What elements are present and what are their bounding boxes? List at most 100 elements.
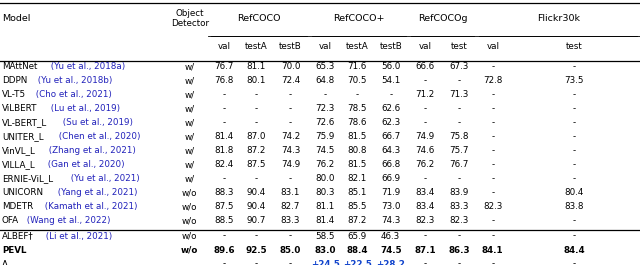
Text: 64.8: 64.8 [316, 76, 335, 85]
Text: ERNIE-ViL_L: ERNIE-ViL_L [2, 174, 53, 183]
Text: -: - [424, 174, 426, 183]
Text: w/: w/ [185, 132, 195, 142]
Text: 66.8: 66.8 [381, 160, 401, 169]
Text: 62.3: 62.3 [381, 118, 401, 127]
Text: 84.1: 84.1 [482, 246, 504, 255]
Text: -: - [289, 174, 292, 183]
Text: 74.6: 74.6 [415, 146, 435, 155]
Text: -: - [492, 132, 494, 142]
Text: 66.7: 66.7 [381, 132, 401, 142]
Text: 83.8: 83.8 [564, 202, 584, 211]
Text: (Cho et al., 2021): (Cho et al., 2021) [33, 90, 112, 99]
Text: (Zhang et al., 2021): (Zhang et al., 2021) [45, 146, 136, 155]
Text: w/o: w/o [182, 188, 198, 197]
Text: -: - [573, 232, 576, 241]
Text: 74.5: 74.5 [380, 246, 401, 255]
Text: -: - [424, 104, 426, 113]
Text: 71.3: 71.3 [449, 90, 469, 99]
Text: 82.1: 82.1 [348, 174, 367, 183]
Text: 85.5: 85.5 [348, 202, 367, 211]
Text: 54.1: 54.1 [381, 76, 401, 85]
Text: 74.9: 74.9 [281, 160, 300, 169]
Text: 87.0: 87.0 [246, 132, 266, 142]
Text: (Chen et al., 2020): (Chen et al., 2020) [56, 132, 140, 142]
Text: +28.2: +28.2 [376, 260, 405, 265]
Text: -: - [223, 232, 225, 241]
Text: VILLA_L: VILLA_L [2, 160, 36, 169]
Text: 86.3: 86.3 [449, 246, 470, 255]
Text: (Kamath et al., 2021): (Kamath et al., 2021) [42, 202, 138, 211]
Text: RefCOCO: RefCOCO [237, 14, 280, 23]
Text: +22.5: +22.5 [342, 260, 372, 265]
Text: test: test [451, 42, 468, 51]
Text: testB: testB [380, 42, 402, 51]
Text: -: - [223, 118, 225, 127]
Text: -: - [324, 90, 326, 99]
Text: 83.3: 83.3 [449, 202, 469, 211]
Text: -: - [458, 104, 461, 113]
Text: PEVL: PEVL [2, 246, 26, 255]
Text: w/: w/ [185, 76, 195, 85]
Text: -: - [255, 232, 257, 241]
Text: -: - [255, 104, 257, 113]
Text: 87.2: 87.2 [246, 146, 266, 155]
Text: 82.4: 82.4 [214, 160, 234, 169]
Text: 66.6: 66.6 [415, 62, 435, 71]
Text: -: - [424, 76, 426, 85]
Text: 74.2: 74.2 [281, 132, 300, 142]
Text: 83.3: 83.3 [281, 217, 300, 226]
Text: 85.0: 85.0 [280, 246, 301, 255]
Text: -: - [573, 90, 576, 99]
Text: VinVL_L: VinVL_L [2, 146, 36, 155]
Text: 80.3: 80.3 [316, 188, 335, 197]
Text: -: - [573, 174, 576, 183]
Text: 87.5: 87.5 [246, 160, 266, 169]
Text: w/: w/ [185, 160, 195, 169]
Text: (Yang et al., 2021): (Yang et al., 2021) [55, 188, 138, 197]
Text: 82.3: 82.3 [483, 202, 502, 211]
Text: w/: w/ [185, 90, 195, 99]
Text: -: - [289, 232, 292, 241]
Text: 65.3: 65.3 [316, 62, 335, 71]
Text: 87.1: 87.1 [414, 246, 436, 255]
Text: -: - [424, 232, 426, 241]
Text: -: - [492, 160, 494, 169]
Text: test: test [566, 42, 583, 51]
Text: 71.2: 71.2 [415, 90, 435, 99]
Text: (Lu et al., 2019): (Lu et al., 2019) [48, 104, 120, 113]
Text: w/: w/ [185, 62, 195, 71]
Text: (Yu et al., 2018a): (Yu et al., 2018a) [47, 62, 125, 71]
Text: -: - [492, 217, 494, 226]
Text: 80.0: 80.0 [316, 174, 335, 183]
Text: -: - [573, 260, 576, 265]
Text: 81.4: 81.4 [316, 217, 335, 226]
Text: 81.5: 81.5 [348, 132, 367, 142]
Text: val: val [218, 42, 230, 51]
Text: val: val [486, 42, 499, 51]
Text: -: - [492, 62, 494, 71]
Text: (Su et al., 2019): (Su et al., 2019) [60, 118, 133, 127]
Text: w/: w/ [185, 118, 195, 127]
Text: -: - [458, 118, 461, 127]
Text: 74.3: 74.3 [281, 146, 300, 155]
Text: 71.6: 71.6 [348, 62, 367, 71]
Text: 82.3: 82.3 [415, 217, 435, 226]
Text: -: - [389, 90, 392, 99]
Text: 73.5: 73.5 [564, 76, 584, 85]
Text: -: - [424, 260, 426, 265]
Text: 64.3: 64.3 [381, 146, 401, 155]
Text: 75.7: 75.7 [449, 146, 469, 155]
Text: 66.9: 66.9 [381, 174, 400, 183]
Text: 72.8: 72.8 [483, 76, 502, 85]
Text: testB: testB [279, 42, 302, 51]
Text: -: - [573, 160, 576, 169]
Text: 73.0: 73.0 [381, 202, 401, 211]
Text: 80.4: 80.4 [564, 188, 584, 197]
Text: (Yu et al., 2018b): (Yu et al., 2018b) [35, 76, 112, 85]
Text: 62.6: 62.6 [381, 104, 400, 113]
Text: 72.3: 72.3 [316, 104, 335, 113]
Text: 90.4: 90.4 [246, 202, 266, 211]
Text: -: - [573, 62, 576, 71]
Text: w/: w/ [185, 104, 195, 113]
Text: 78.6: 78.6 [348, 118, 367, 127]
